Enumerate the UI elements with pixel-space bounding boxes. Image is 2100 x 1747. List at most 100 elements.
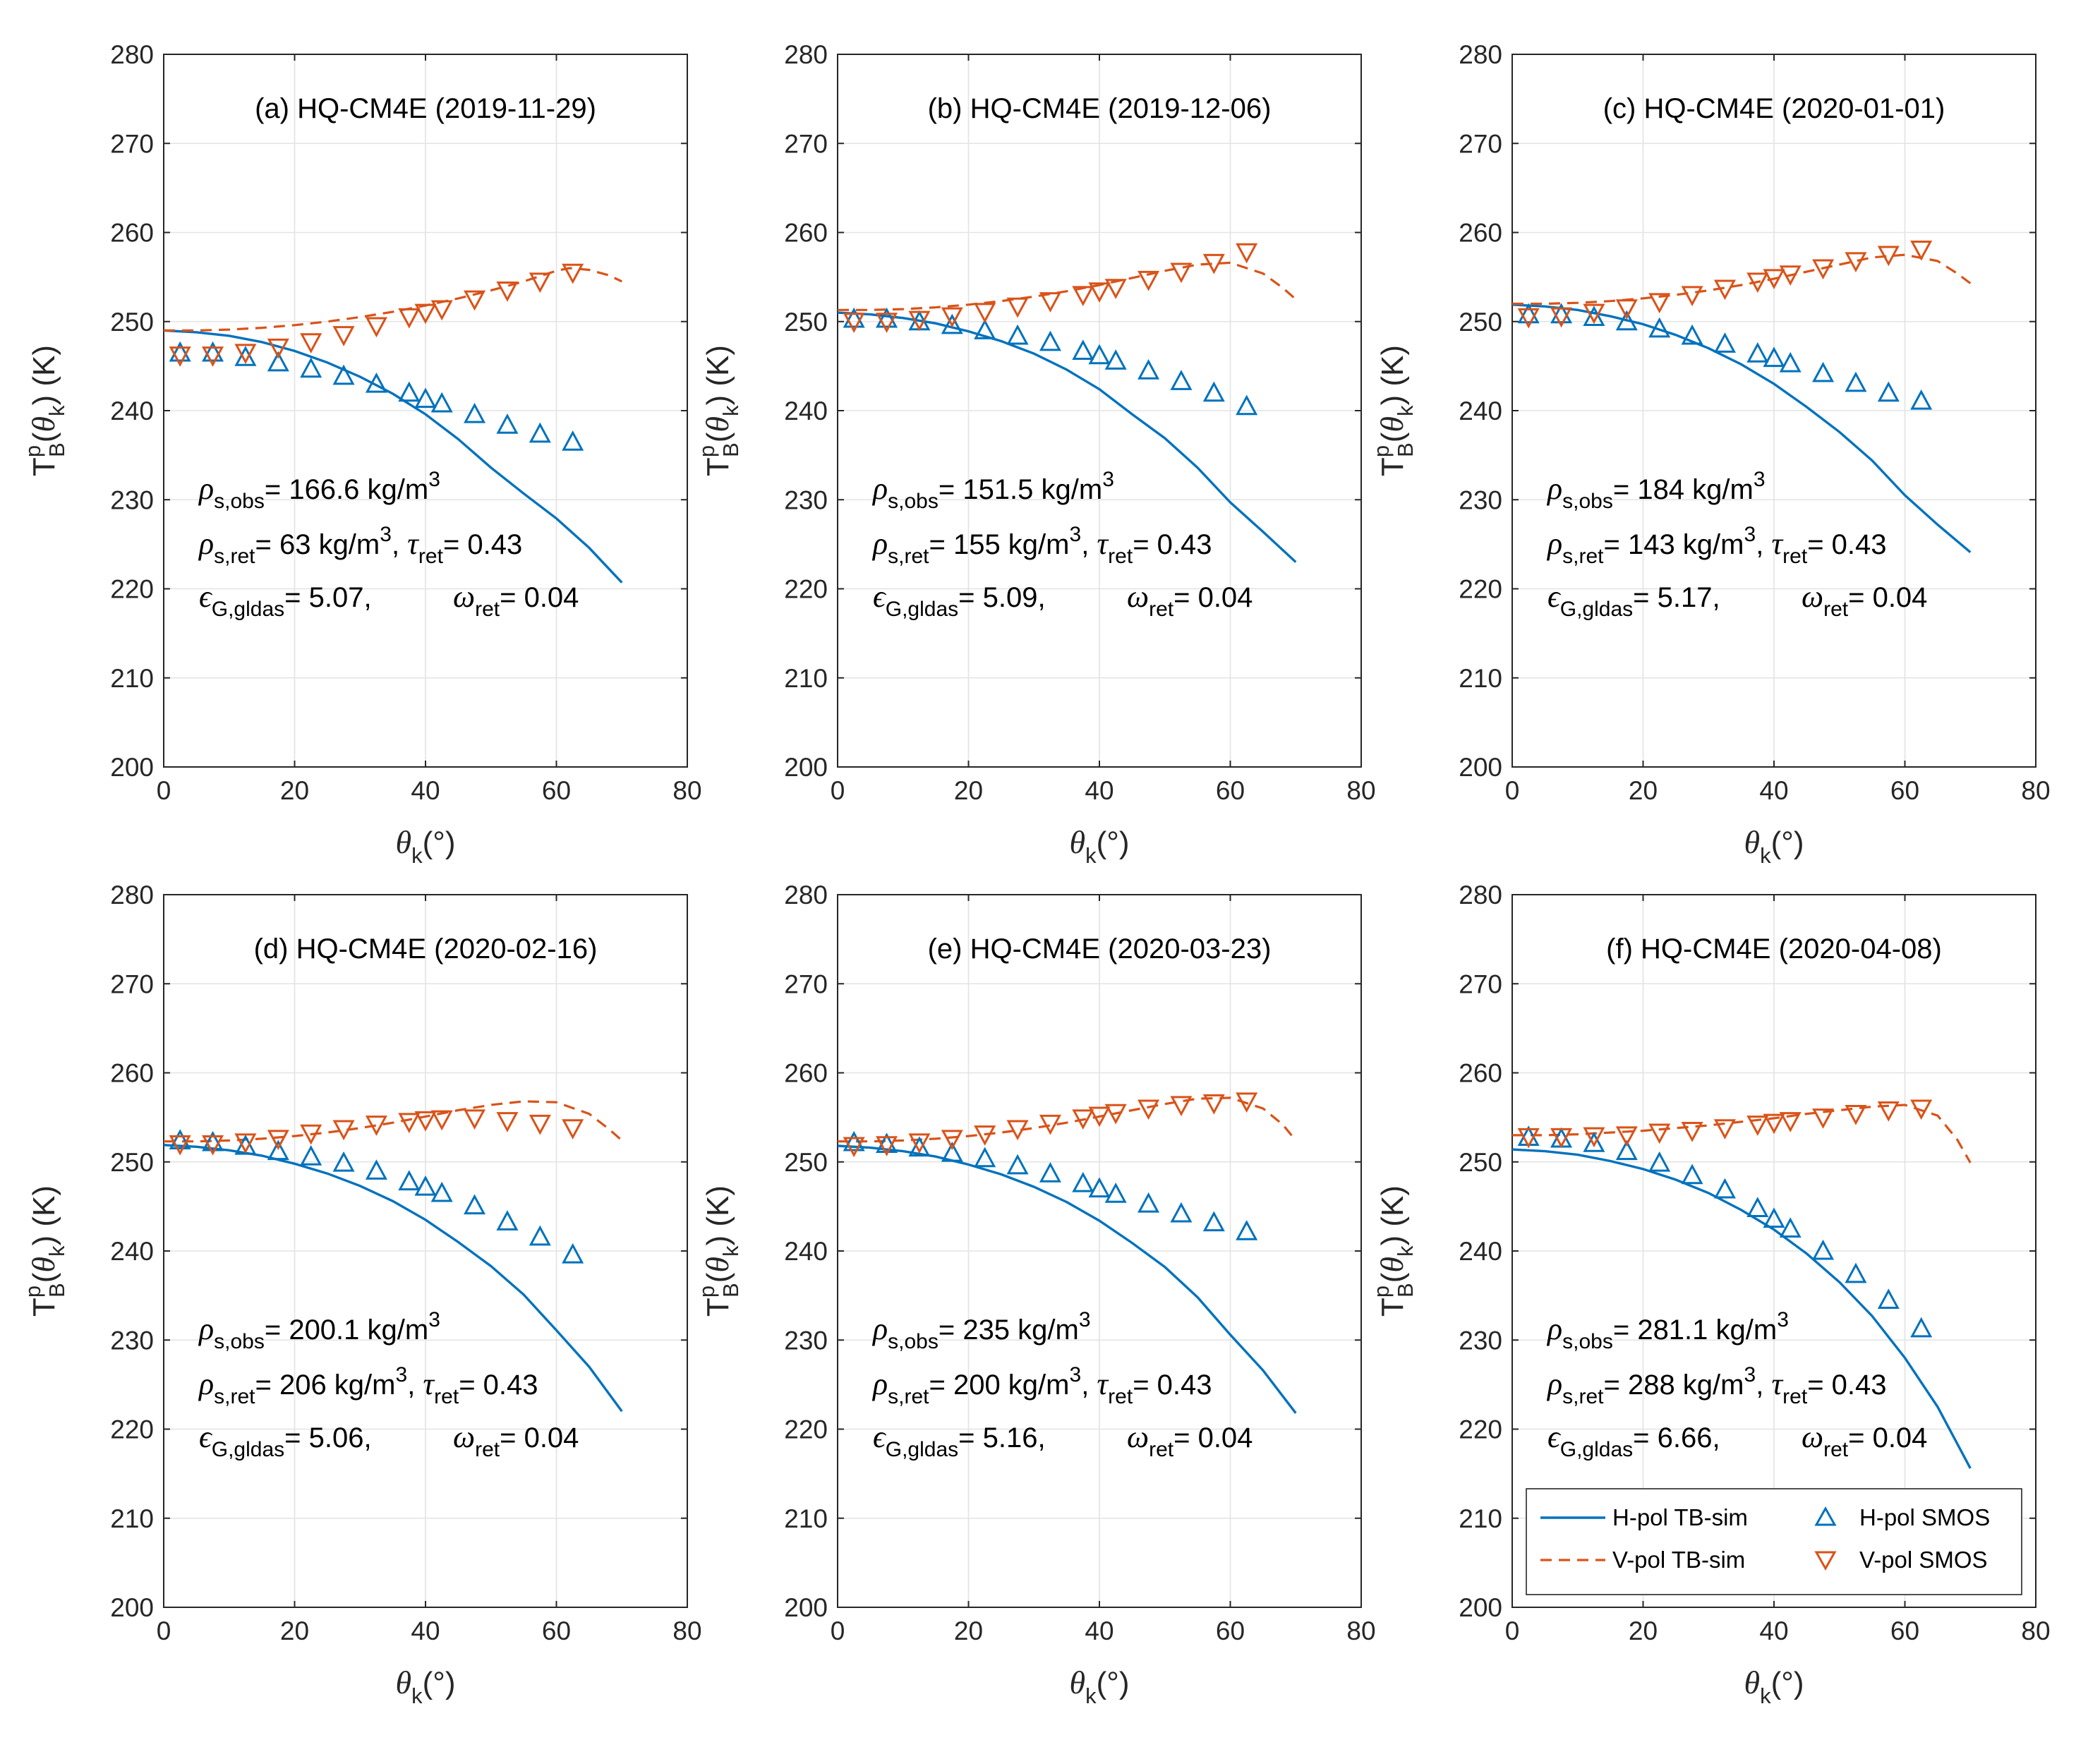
v-pol-smos-point (1763, 269, 1785, 290)
x-tick-label: 40 (1759, 1616, 1788, 1645)
h-pol-smos-point (1779, 1217, 1802, 1238)
rho-obs-subscript: s,obs (888, 1330, 939, 1353)
x-axis-label: θk(°) (395, 1664, 455, 1708)
t-symbol: T (27, 457, 61, 476)
h-pol-smos-point (267, 351, 289, 372)
h-pol-smos-point (1910, 1317, 1933, 1338)
x-tick-label: 60 (1216, 776, 1245, 805)
h-pol-smos-point (1072, 339, 1094, 360)
v-pol-smos-point (1583, 303, 1605, 325)
annotation-rho-obs: ρs,obs= 151.5 kg/m3 (871, 468, 1114, 513)
panel-title: (b) HQ-CM4E (2019-12-06) (928, 93, 1272, 124)
v-pol-smos-point (1845, 1105, 1867, 1125)
annotation-omega: ωret= 0.04 (1127, 579, 1253, 621)
theta-symbol: θ (395, 824, 411, 860)
y-tick-label: 270 (784, 969, 828, 998)
annotation-rho-ret: ρs,ret= 63 kg/m3, τret= 0.43 (198, 523, 522, 568)
degree-unit: (°) (1097, 826, 1130, 860)
unit-superscript: 3 (1070, 1363, 1082, 1386)
y-tick-label: 250 (110, 308, 154, 337)
unit-superscript: 3 (380, 523, 392, 546)
annotation-rho-obs: ρs,obs= 166.6 kg/m3 (198, 468, 440, 513)
tau-symbol: τ (407, 526, 420, 561)
x-tick-label: 20 (280, 776, 309, 805)
y-tick-label: 260 (1459, 1059, 1502, 1088)
p-superscript: p (20, 445, 45, 457)
x-axis-label: θk(°) (395, 824, 455, 868)
rho-symbol: ρ (871, 1367, 888, 1401)
h-pol-smos-point (1779, 351, 1802, 373)
y-axis-label: TpB(θk) (K) (20, 1185, 69, 1317)
x-axis-label: θk(°) (1744, 1664, 1804, 1708)
rho-ret-value: = 206 kg/m (255, 1370, 395, 1401)
b-subscript: B (718, 442, 743, 457)
b-subscript: B (44, 1283, 69, 1298)
degree-unit: (°) (1771, 826, 1804, 860)
y-axis-label: TpB(θk) (K) (1369, 345, 1418, 476)
y-tick-label: 260 (110, 219, 154, 248)
chart-panel-a: 0 20 40 60 80 200 210 220 230 240 250 260 270 280 (a) … (20, 40, 702, 868)
rho-ret-value: = 155 kg/m (929, 529, 1069, 560)
h-pol-smos-point (1202, 381, 1225, 402)
v-pol-smos-point (169, 1135, 191, 1156)
tau-subscript: ret (1108, 1385, 1133, 1408)
h-pol-smos-point (1746, 342, 1769, 363)
unit-label: ) (K) (701, 1185, 735, 1246)
annotation-eps: ϵG,gldas= 5.06, (199, 1420, 372, 1461)
v-pol-smos-point (1746, 272, 1769, 294)
h-pol-smos-point (496, 413, 519, 434)
open-paren: ( (701, 1272, 735, 1283)
v-pol-smos-point (1170, 262, 1193, 284)
rho-ret-subscript: s,ret (214, 545, 255, 568)
omega-symbol: ω (1127, 579, 1149, 614)
h-pol-smos-point (1138, 1192, 1160, 1213)
v-pol-smos-point (1039, 1114, 1061, 1135)
annotation-eps: ϵG,gldas= 5.09, (873, 579, 1046, 621)
y-tick-label: 220 (1459, 1415, 1502, 1444)
v-pol-smos-point (1648, 1123, 1671, 1144)
v-pol-smos-point (1006, 297, 1029, 318)
annotation-eps: ϵG,gldas= 5.17, (1547, 579, 1720, 621)
x-tick-label: 60 (1890, 776, 1919, 805)
x-tick-label: 40 (411, 776, 440, 805)
unit-superscript: 3 (1744, 523, 1756, 546)
theta-symbol: θ (25, 416, 61, 433)
v-pol-smos-point (464, 1109, 486, 1130)
unit-label: ) (K) (701, 345, 735, 406)
y-tick-label: 280 (784, 881, 828, 909)
annotation-rho-ret: ρs,ret= 206 kg/m3, τret= 0.43 (198, 1363, 538, 1408)
open-paren: ( (27, 432, 61, 442)
h-pol-smos-point (169, 1129, 191, 1149)
y-tick-label: 240 (784, 397, 828, 425)
h-pol-smos-point (1713, 332, 1736, 353)
unit-label: ) (K) (27, 345, 61, 406)
x-tick-label: 0 (157, 776, 171, 805)
separator: , (1081, 1370, 1097, 1401)
v-pol-smos-point (1138, 270, 1160, 291)
h-pol-smos-point (1104, 1183, 1127, 1203)
v-pol-smos-point (1517, 308, 1540, 329)
annotation-rho-ret: ρs,ret= 200 kg/m3, τret= 0.43 (871, 1363, 1212, 1408)
v-pol-sim-line (1512, 253, 1972, 306)
theta-symbol: θ (1744, 1664, 1760, 1700)
tau-value: = 0.43 (443, 529, 522, 560)
h-pol-smos-point (562, 1243, 584, 1264)
y-tick-label: 200 (784, 753, 828, 782)
chart-panel-d: 0 20 40 60 80 200 210 220 230 240 250 260 270 280 (d) … (20, 881, 702, 1708)
v-pol-smos-point (1648, 293, 1671, 314)
x-tick-label: 20 (280, 1616, 309, 1645)
epsilon-value: = 5.17, (1633, 582, 1720, 613)
y-tick-label: 270 (784, 129, 828, 158)
k-subscript: k (1085, 1683, 1097, 1708)
tau-subscript: ret (434, 1385, 459, 1408)
h-pol-smos-point (202, 341, 224, 362)
v-pol-smos-point (1236, 243, 1258, 264)
omega-value: = 0.04 (500, 1422, 579, 1453)
v-pol-sim-line (164, 1100, 623, 1143)
epsilon-symbol: ϵ (199, 579, 213, 614)
v-pol-smos-point (562, 1119, 584, 1140)
v-pol-smos-point (1550, 1128, 1573, 1149)
y-tick-label: 270 (110, 969, 154, 998)
t-symbol: T (701, 457, 735, 476)
h-pol-smos-point (1845, 1262, 1867, 1283)
